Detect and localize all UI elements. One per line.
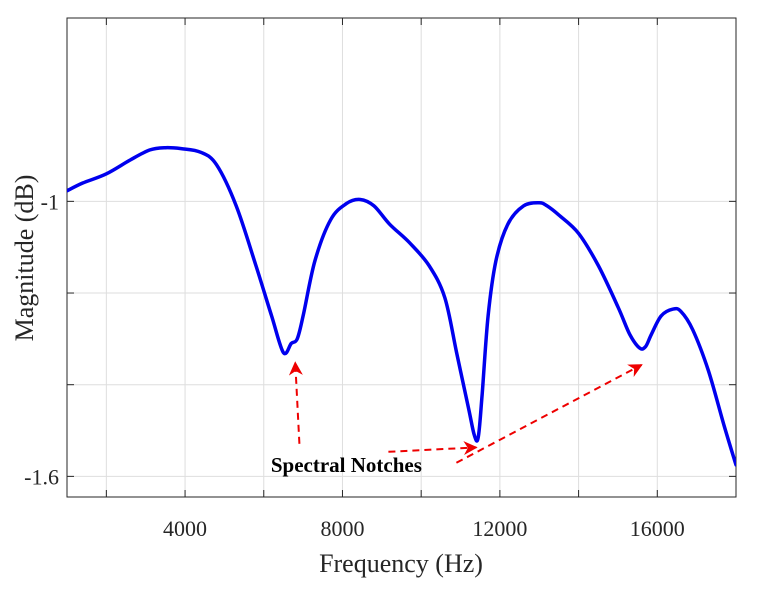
x-tick-label: 16000 [630, 516, 685, 541]
y-axis-title: Magnitude (dB) [10, 175, 39, 342]
magnitude-line [67, 145, 736, 467]
x-tick-label: 8000 [320, 516, 364, 541]
annotation-arrow [455, 364, 643, 464]
grid-lines [67, 18, 736, 497]
y-tick-labels: -1.6 -1 [24, 189, 59, 489]
annotation-label: Spectral Notches [271, 453, 422, 477]
x-tick-label: 4000 [163, 516, 207, 541]
plot-frame [66, 17, 737, 498]
annotation-arrow [288, 361, 303, 444]
x-tick-label: 12000 [472, 516, 527, 541]
annotation-arrows [288, 361, 643, 464]
x-tick-labels: 4000 8000 12000 16000 [163, 516, 685, 541]
y-tick-label: -1.6 [24, 464, 59, 489]
x-axis-title: Frequency (Hz) [319, 549, 483, 578]
y-tick-label: -1 [41, 189, 59, 214]
annotation-arrow [388, 441, 478, 456]
axis-ticks [67, 18, 736, 497]
